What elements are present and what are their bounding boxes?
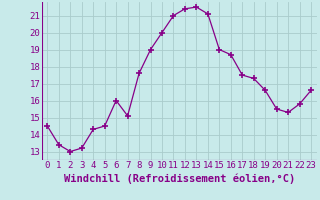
X-axis label: Windchill (Refroidissement éolien,°C): Windchill (Refroidissement éolien,°C) [64,173,295,184]
